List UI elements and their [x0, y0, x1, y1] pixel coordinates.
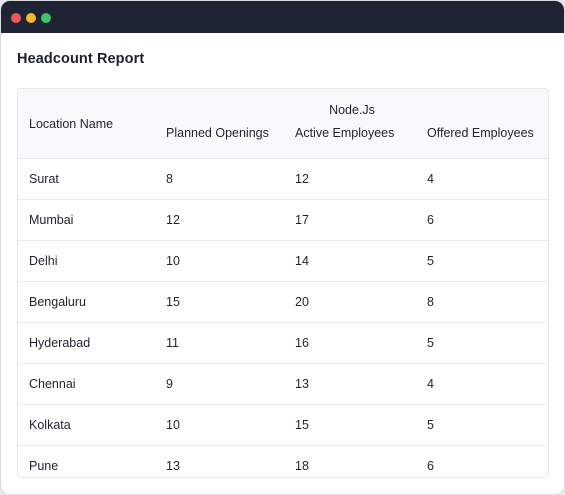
table-row: Chennai 9 13 4 — [18, 363, 548, 405]
planned-openings-cell: 15 — [154, 281, 283, 323]
close-window-dot[interactable] — [11, 13, 21, 23]
title-bar — [1, 1, 564, 33]
active-employees-cell: 14 — [283, 240, 415, 282]
offered-employees-cell: 6 — [415, 199, 548, 241]
location-cell: Delhi — [18, 240, 154, 282]
location-cell: Pune — [29, 459, 59, 473]
location-cell: Kolkata — [18, 404, 154, 446]
column-group-header: Node.Js — [154, 89, 548, 119]
active-employees-cell: 13 — [283, 363, 415, 405]
offered-employees-cell: 8 — [415, 281, 548, 323]
active-employees-cell: 17 — [283, 199, 415, 241]
planned-openings-cell: 9 — [154, 363, 283, 405]
planned-openings-cell: 10 — [154, 240, 283, 282]
offered-employees-cell: 4 — [415, 158, 548, 200]
table-row: Hyderabad 11 16 5 — [18, 322, 548, 364]
table-row: Mumbai 12 17 6 — [18, 199, 548, 241]
table-row: Bengaluru 15 20 8 — [18, 281, 548, 323]
table-row: Kolkata 10 15 5 — [18, 404, 548, 446]
planned-openings-cell: 11 — [154, 322, 283, 364]
column-header-location: Location Name — [18, 89, 154, 159]
location-cell: Chennai — [18, 363, 154, 405]
location-cell: Mumbai — [18, 199, 154, 241]
headcount-table-container: Location Name Node.Js Planned Openings A… — [17, 88, 549, 478]
active-employees-cell: 15 — [283, 404, 415, 446]
active-employees-cell: 12 — [283, 158, 415, 200]
report-content: Headcount Report Location Name Node.Js P… — [1, 33, 564, 494]
minimize-window-dot[interactable] — [26, 13, 36, 23]
planned-openings-cell: 8 — [154, 158, 283, 200]
location-cell: Bengaluru — [18, 281, 154, 323]
page-title: Headcount Report — [17, 51, 145, 67]
active-employees-cell: 16 — [283, 322, 415, 364]
column-header-active-employees: Active Employees — [283, 119, 415, 159]
maximize-window-dot[interactable] — [41, 13, 51, 23]
active-employees-cell: 20 — [283, 281, 415, 323]
column-header-offered-employees: Offered Employees — [415, 119, 548, 159]
offered-employees-cell: 6 — [427, 459, 434, 473]
planned-openings-cell: 12 — [154, 199, 283, 241]
location-cell: Surat — [18, 158, 154, 200]
table-body: Surat 8 12 4 Mumbai 12 17 6 Delhi 10 — [18, 158, 548, 478]
active-employees-cell: 18 — [295, 459, 309, 473]
table-row: Surat 8 12 4 — [18, 158, 548, 200]
location-cell: Hyderabad — [18, 322, 154, 364]
column-header-planned-openings: Planned Openings — [154, 119, 283, 159]
table-row: Delhi 10 14 5 — [18, 240, 548, 282]
table-row: Pune 13 18 6 — [18, 446, 548, 478]
offered-employees-cell: 5 — [415, 240, 548, 282]
offered-employees-cell: 5 — [415, 404, 548, 446]
planned-openings-cell: 10 — [154, 404, 283, 446]
planned-openings-cell: 13 — [166, 459, 180, 473]
offered-employees-cell: 5 — [415, 322, 548, 364]
offered-employees-cell: 4 — [415, 363, 548, 405]
table-header: Location Name Node.Js Planned Openings A… — [18, 89, 548, 159]
headcount-table: Location Name Node.Js Planned Openings A… — [18, 89, 548, 478]
